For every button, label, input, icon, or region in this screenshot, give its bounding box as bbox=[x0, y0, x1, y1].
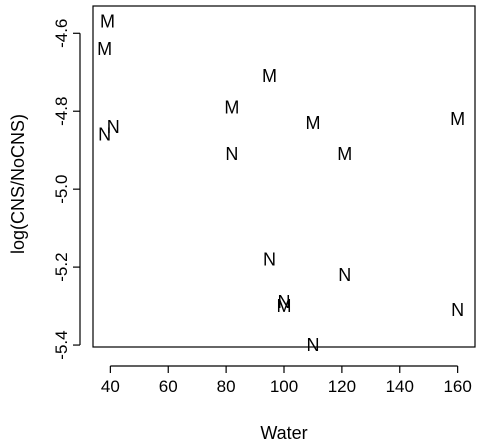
data-point-N: N bbox=[225, 144, 238, 164]
y-tick-label: -4.6 bbox=[52, 19, 71, 48]
x-tick-label: 100 bbox=[270, 377, 298, 396]
x-tick-label: 160 bbox=[443, 377, 471, 396]
data-point-N: N bbox=[278, 292, 291, 312]
x-axis: 40 60 80 100 120 140 160 bbox=[101, 365, 472, 396]
x-tick-label: 120 bbox=[328, 377, 356, 396]
x-tick-label: 140 bbox=[386, 377, 414, 396]
y-tick-label: -5.0 bbox=[52, 175, 71, 204]
y-tick-label: -5.2 bbox=[52, 252, 71, 281]
data-point-M: M bbox=[305, 113, 320, 133]
x-tick-label: 40 bbox=[101, 377, 120, 396]
data-point-M: M bbox=[100, 12, 115, 32]
x-tick-label: 60 bbox=[159, 377, 178, 396]
data-point-M: M bbox=[262, 66, 277, 86]
data-point-N: N bbox=[98, 125, 111, 145]
y-axis: -4.6 -4.8 -5.0 -5.2 -5.4 bbox=[52, 19, 81, 360]
data-point-M: M bbox=[97, 39, 112, 59]
data-point-M: M bbox=[277, 296, 292, 316]
plot-frame bbox=[92, 5, 476, 348]
data-point-N: N bbox=[306, 335, 319, 355]
y-tick-label: -4.8 bbox=[52, 97, 71, 126]
y-axis-title: log(CNS/NoCNS) bbox=[8, 114, 28, 254]
data-point-N: N bbox=[451, 300, 464, 320]
x-axis-title: Water bbox=[260, 423, 307, 443]
data-point-N: N bbox=[263, 249, 276, 269]
y-tick-label: -5.4 bbox=[52, 330, 71, 359]
data-point-M: M bbox=[224, 97, 239, 117]
data-point-M: M bbox=[450, 109, 465, 129]
x-tick-label: 80 bbox=[217, 377, 236, 396]
data-point-N: N bbox=[338, 265, 351, 285]
data-point-M: M bbox=[337, 144, 352, 164]
data-point-N: N bbox=[107, 117, 120, 137]
